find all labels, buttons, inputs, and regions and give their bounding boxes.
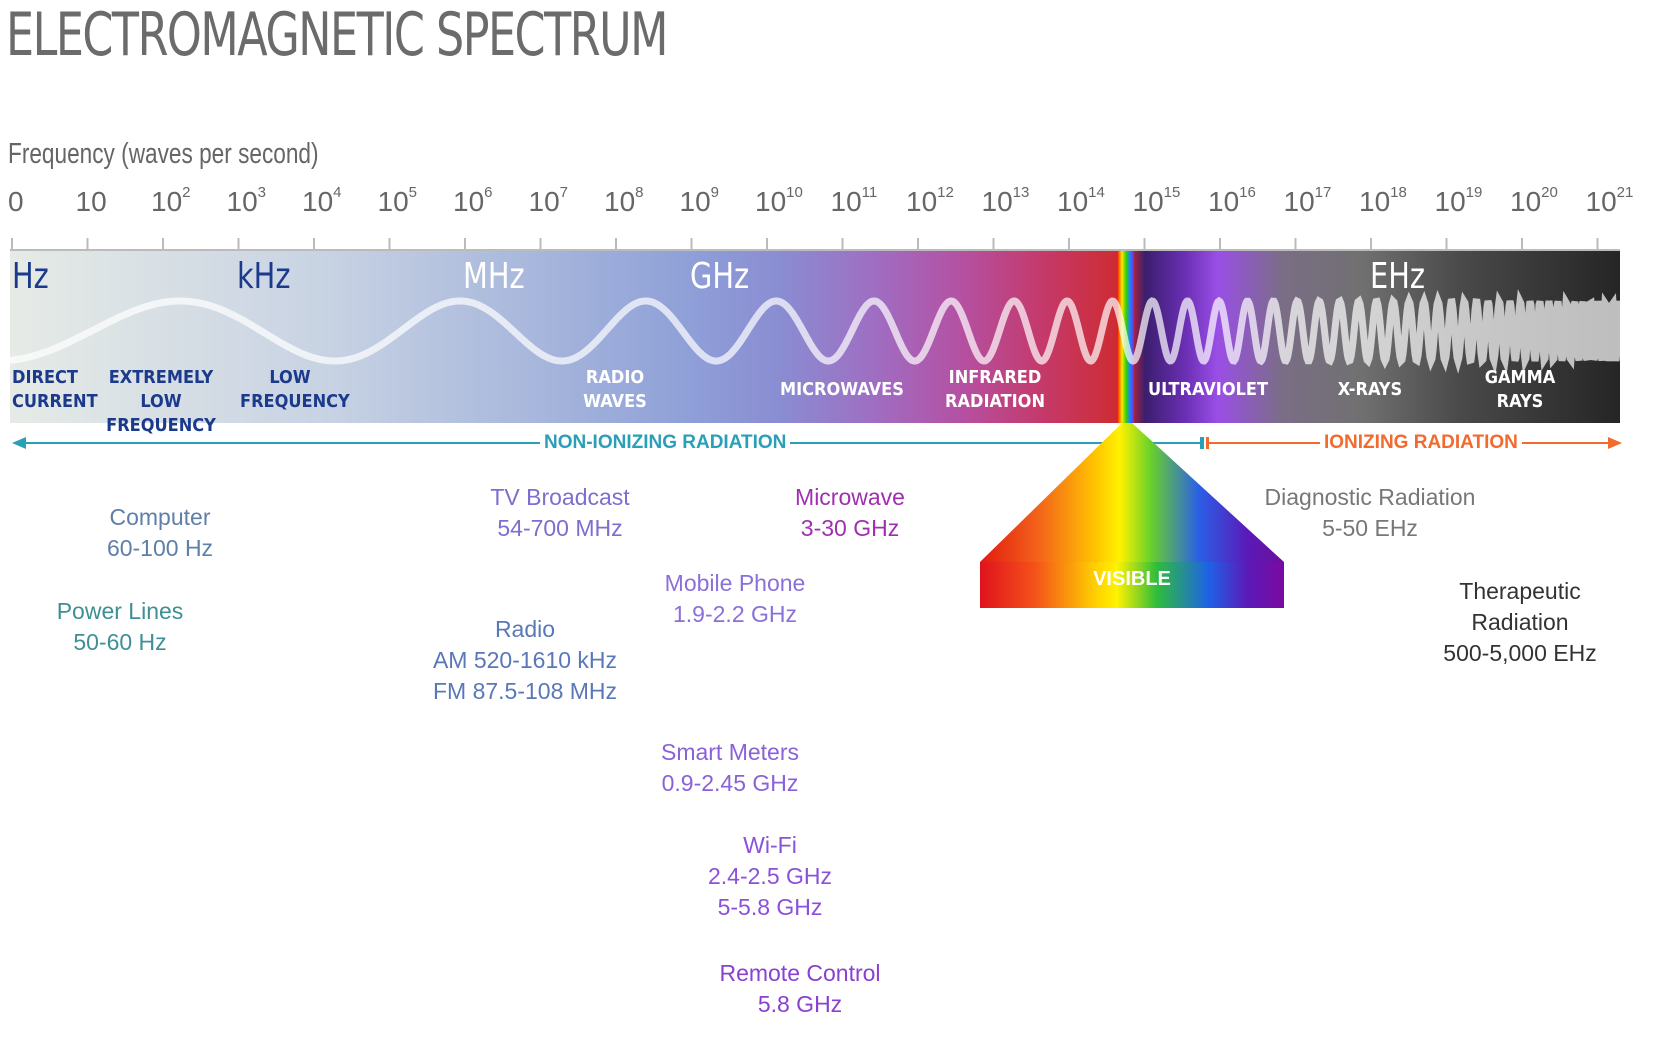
wave-line <box>9 289 1623 375</box>
tick-label: 107 <box>528 183 569 217</box>
device-diagnostic-radiation: Diagnostic Radiation 5-50 EHz <box>1264 484 1476 541</box>
tick-label: 108 <box>604 183 644 217</box>
unit-khz: kHz <box>237 256 291 297</box>
device-therapeutic-radiation: Therapeutic Radiation 500-5,000 EHz <box>1443 578 1597 666</box>
ionizing-label: IONIZING RADIATION <box>1320 432 1522 454</box>
tick-label: 1012 <box>906 183 954 217</box>
region-extremely-low-frequency: EXTREMELY LOW FREQUENCY <box>106 367 216 436</box>
tick-label: 1019 <box>1434 183 1483 217</box>
visible-box <box>980 562 1284 608</box>
unit-ehz: EHz <box>1370 256 1425 297</box>
tick-label: 1010 <box>755 183 803 217</box>
tick-label: 1017 <box>1283 183 1332 217</box>
device-smart-meters: Smart Meters 0.9-2.45 GHz <box>660 739 800 796</box>
device-remote-control: Remote Control 5.8 GHz <box>719 960 881 1017</box>
divider-tick-left <box>1200 437 1204 449</box>
non-ionizing-arrowhead <box>12 437 26 449</box>
frequency-axis-label: Frequency (waves per second) <box>8 138 319 170</box>
region-x-rays: X-RAYS <box>1337 379 1403 400</box>
ionizing-arrowhead <box>1608 437 1622 449</box>
region-gamma-rays: GAMMA RAYS <box>1484 367 1556 412</box>
device-tv-broadcast: TV Broadcast 54-700 MHz <box>490 484 630 541</box>
tick-label: 102 <box>151 183 191 217</box>
region-infrared: INFRARED RADIATION <box>945 367 1045 412</box>
page-title: ELECTROMAGNETIC SPECTRUM <box>6 0 668 70</box>
device-power-lines: Power Lines 50-60 Hz <box>56 598 184 655</box>
tick-label: 104 <box>302 183 342 217</box>
region-direct-current: DIRECT CURRENT <box>12 367 98 412</box>
device-radio: Radio AM 520-1610 kHz FM 87.5-108 MHz <box>432 616 618 704</box>
device-microwave: Microwave 3-30 GHz <box>795 484 905 541</box>
tick-label: 1016 <box>1208 183 1256 217</box>
unit-hz: Hz <box>12 256 49 297</box>
tick-label: 105 <box>377 183 418 217</box>
device-computer: Computer 60-100 Hz <box>106 504 214 561</box>
region-ultraviolet: ULTRAVIOLET <box>1147 379 1269 400</box>
tick-label: 1018 <box>1359 183 1407 217</box>
non-ionizing-label: NON-IONIZING RADIATION <box>540 432 791 454</box>
unit-ghz: GHz <box>690 256 750 297</box>
tick-label: 1011 <box>830 183 878 217</box>
tick-label: 10 <box>75 186 107 217</box>
region-low-frequency: LOW FREQUENCY <box>240 367 350 412</box>
tick-label: 1015 <box>1132 183 1181 217</box>
visible-label: VISIBLE <box>1093 568 1171 590</box>
device-wifi: Wi-Fi 2.4-2.5 GHz 5-5.8 GHz <box>708 832 832 920</box>
tick-label: 1013 <box>981 183 1030 217</box>
tick-label: 1020 <box>1510 183 1558 217</box>
device-mobile-phone: Mobile Phone 1.9-2.2 GHz <box>664 570 806 627</box>
region-radio-waves: RADIO WAVES <box>583 367 647 412</box>
prism-fan <box>980 423 1284 562</box>
tick-label: 1014 <box>1057 183 1105 217</box>
tick-label: 106 <box>453 183 493 217</box>
tick-label: 109 <box>679 183 720 217</box>
region-microwaves: MICROWAVES <box>780 379 904 400</box>
tick-label: 1021 <box>1585 183 1634 217</box>
unit-mhz: MHz <box>463 256 525 297</box>
tick-label: 103 <box>226 183 267 217</box>
tick-label: 0 <box>8 186 24 217</box>
divider-tick-right <box>1206 437 1209 449</box>
